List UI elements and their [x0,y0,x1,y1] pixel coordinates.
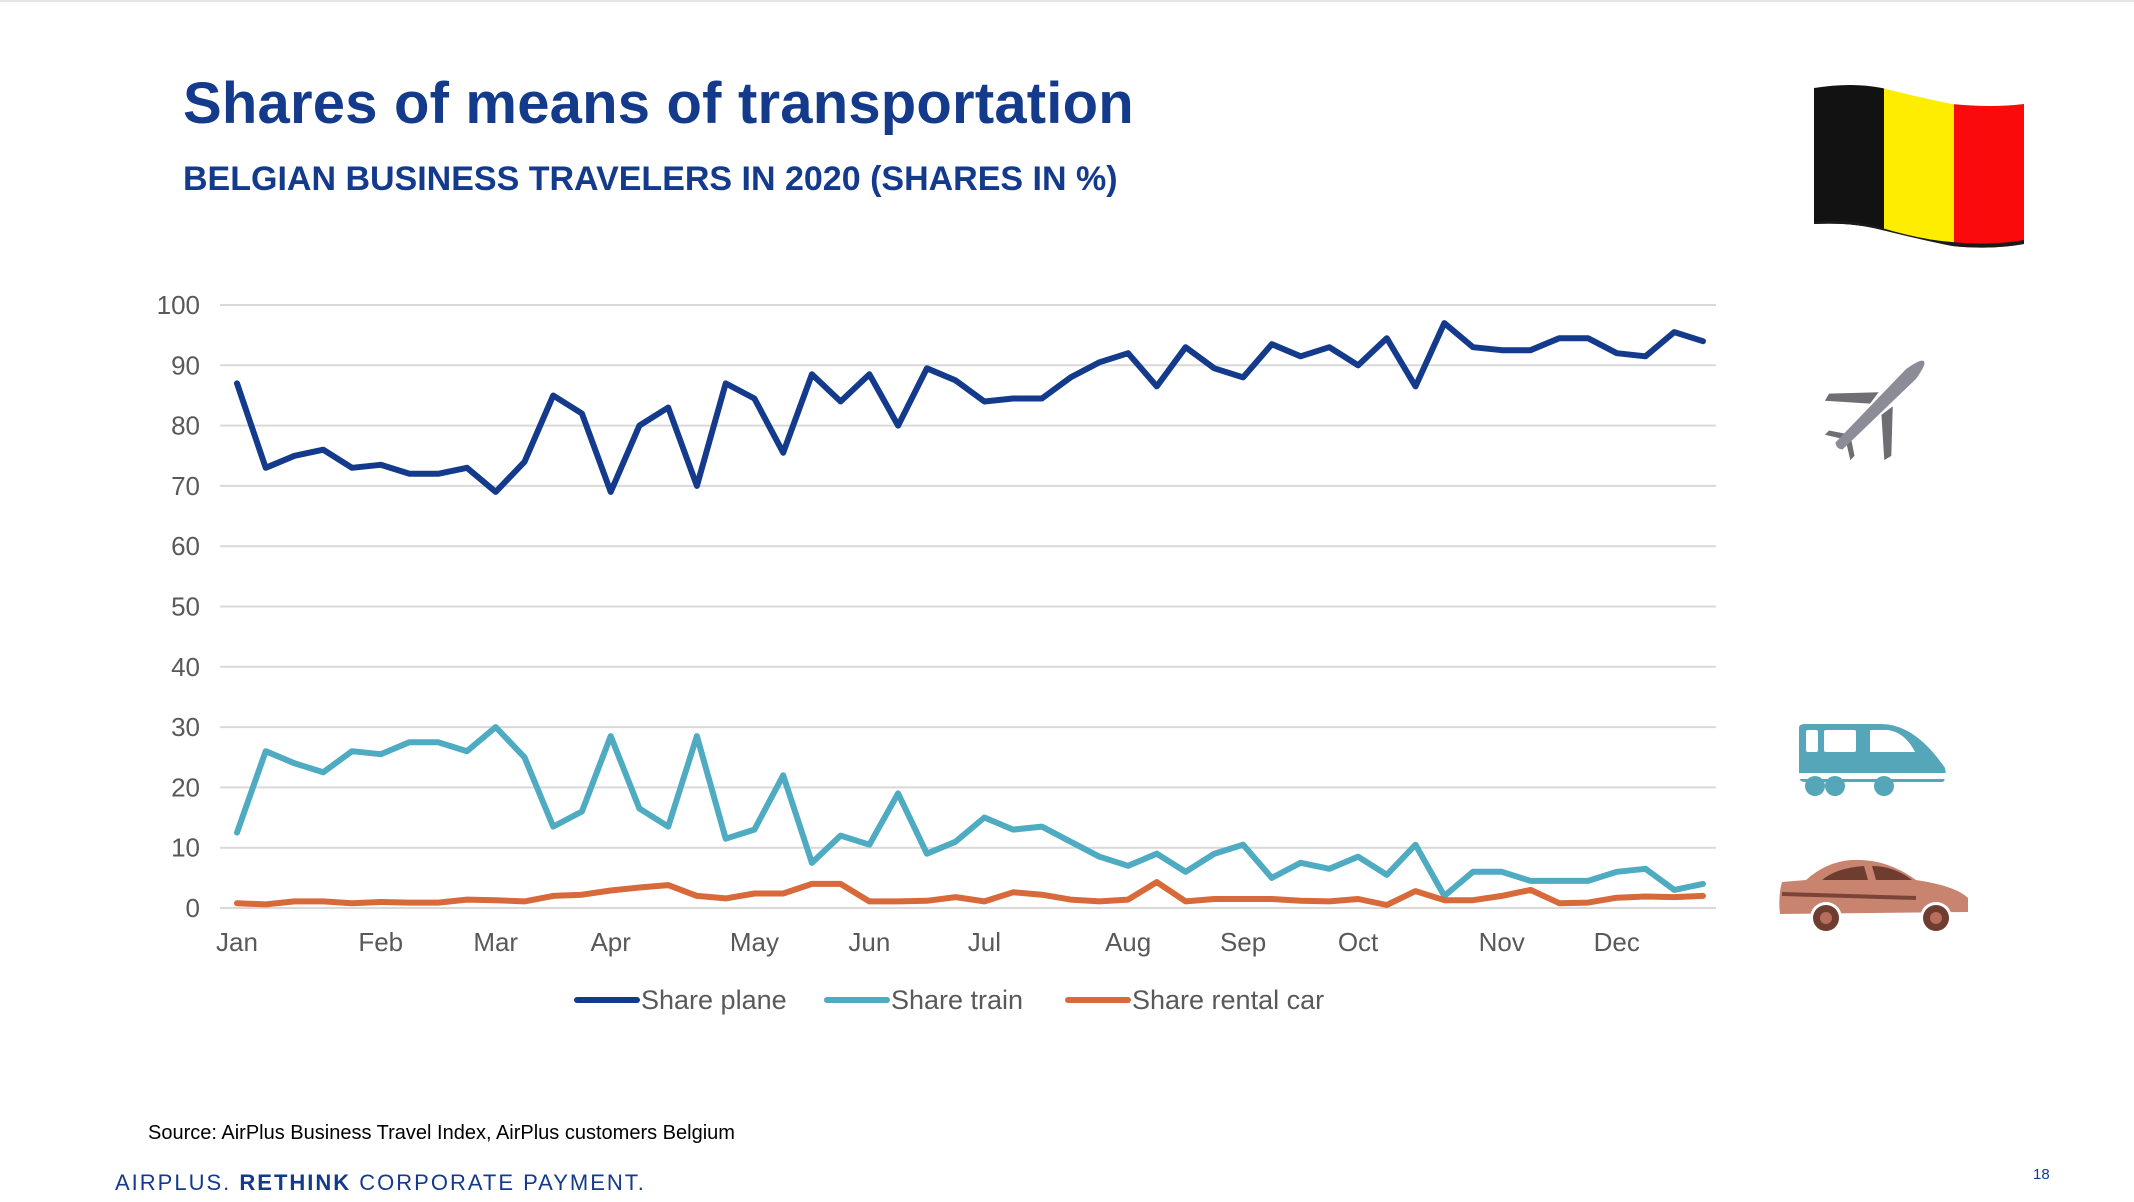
y-axis-ticks: 0 10 20 30 40 50 60 70 80 90 100 [157,290,200,923]
belgium-flag-icon [1814,85,2024,248]
x-tick-label: Apr [590,927,631,957]
series-line [234,724,1706,899]
x-tick-label: Sep [1220,927,1266,957]
train-icon [1799,724,1947,796]
y-tick-label: 90 [171,350,200,380]
y-tick-label: 20 [171,772,200,802]
series-share-train [234,724,1706,899]
brand-footer: AIRPLUS. RETHINK CORPORATE PAYMENT. [115,1170,646,1196]
x-tick-label: Jul [968,927,1001,957]
y-tick-label: 60 [171,531,200,561]
brand-suffix: CORPORATE PAYMENT. [359,1170,646,1195]
x-tick-label: Mar [473,927,518,957]
legend-label: Share rental car [1132,985,1324,1015]
legend-label: Share plane [641,985,787,1015]
y-tick-label: 50 [171,592,200,622]
y-tick-label: 70 [171,471,200,501]
x-tick-label: Nov [1479,927,1525,957]
x-tick-label: Jan [216,927,258,957]
legend-item: Share plane [574,985,787,1015]
series-share-plane [234,320,1706,495]
gridlines [220,304,1716,909]
y-tick-label: 10 [171,833,200,863]
y-tick-label: 0 [186,893,200,923]
series-share-rental-car [234,879,1706,908]
y-tick-label: 100 [157,290,200,320]
car-icon [1779,859,1968,934]
x-tick-label: Jun [848,927,890,957]
x-tick-label: Dec [1594,927,1640,957]
top-border [0,0,2134,2]
series-lines [234,320,1706,908]
series-line [234,879,1706,908]
brand-bold: RETHINK [239,1170,352,1195]
legend-label: Share train [891,985,1023,1015]
slide-title: Shares of means of transportation [183,71,1134,136]
series-line [234,320,1706,495]
y-tick-label: 30 [171,712,200,742]
x-tick-label: May [730,927,779,957]
legend-item: Share train [824,985,1023,1015]
y-tick-label: 40 [171,652,200,682]
x-tick-label: Oct [1338,927,1379,957]
y-tick-label: 80 [171,411,200,441]
x-tick-label: Aug [1105,927,1151,957]
legend-item: Share rental car [1065,985,1324,1015]
page-number: 18 [2033,1166,2050,1183]
airplane-icon [1824,360,1925,461]
legend: Share plane Share train Share rental car [574,985,1324,1015]
source-note: Source: AirPlus Business Travel Index, A… [148,1122,735,1144]
brand-prefix: AIRPLUS. [115,1170,232,1195]
x-axis-ticks: Jan Feb Mar Apr May Jun Jul Aug Sep Oct Nov Dec [216,927,1640,957]
x-tick-label: Feb [358,927,403,957]
slide-subtitle: BELGIAN BUSINESS TRAVELERS IN 2020 (SHAR… [183,160,1118,198]
